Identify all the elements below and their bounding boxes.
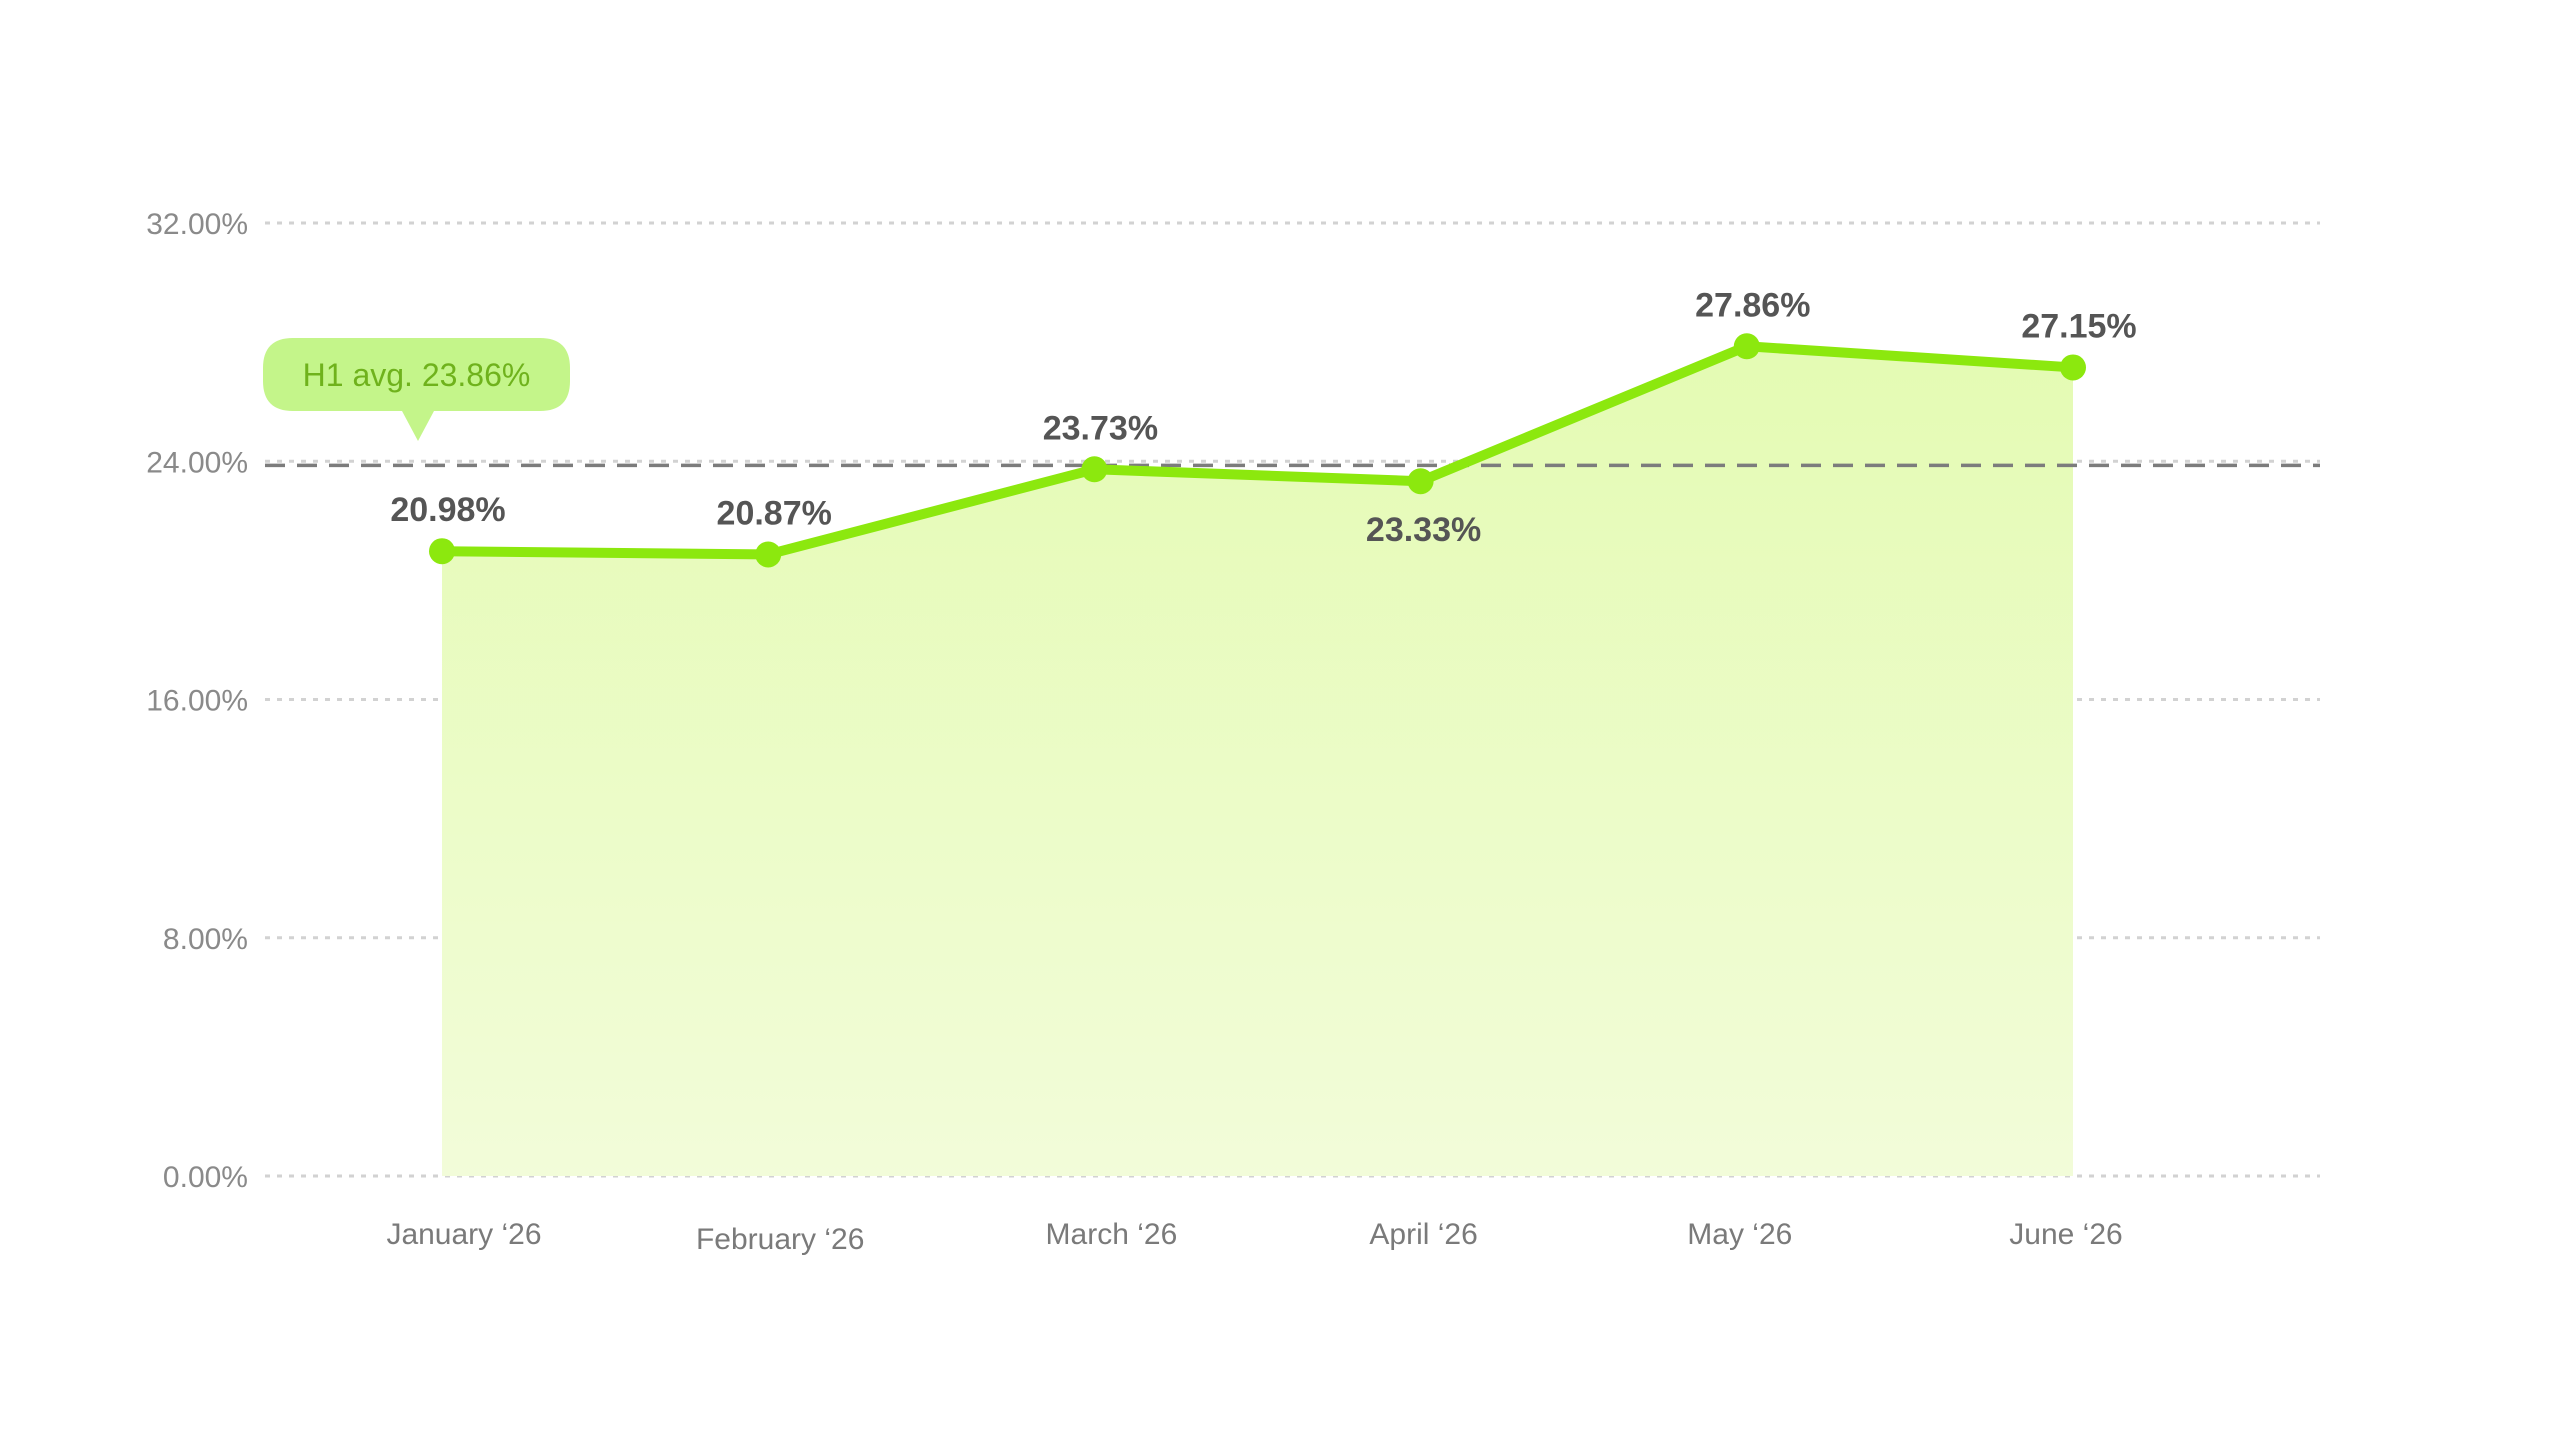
x-tick-label: April ‘26 bbox=[1369, 1218, 1477, 1251]
data-label: 23.73% bbox=[1043, 409, 1158, 447]
x-tick-label: February ‘26 bbox=[696, 1223, 864, 1256]
data-label: 23.33% bbox=[1366, 511, 1481, 549]
data-point[interactable] bbox=[755, 541, 782, 568]
data-point[interactable] bbox=[1733, 333, 1760, 360]
average-badge bbox=[263, 338, 570, 441]
area-fill bbox=[442, 346, 2073, 1176]
data-label-layer: 20.98% 20.87% 23.73% 23.33% 27.86% 27.15% bbox=[390, 286, 2136, 549]
x-tick-label: May ‘26 bbox=[1687, 1218, 1792, 1251]
y-tick-label: 8.00% bbox=[163, 923, 248, 956]
x-axis: January ‘26 February ‘26 March ‘26 April ‘2… bbox=[386, 1218, 2122, 1256]
x-tick-label: January ‘26 bbox=[386, 1218, 541, 1251]
series-layer bbox=[429, 333, 2086, 568]
y-tick-label: 16.00% bbox=[146, 685, 248, 718]
y-tick-label: 0.00% bbox=[163, 1161, 248, 1194]
area-layer bbox=[442, 346, 2073, 1176]
data-label: 27.86% bbox=[1695, 286, 1810, 324]
y-tick-label: 32.00% bbox=[146, 208, 248, 241]
data-point[interactable] bbox=[1081, 456, 1108, 483]
data-label: 27.15% bbox=[2021, 307, 2136, 345]
x-tick-label: June ‘26 bbox=[2009, 1218, 2122, 1251]
y-axis: 0.00% 8.00% 16.00% 24.00% 32.00% bbox=[146, 208, 248, 1194]
data-label: 20.87% bbox=[717, 494, 832, 532]
data-point[interactable] bbox=[2060, 354, 2086, 381]
average-label: H1 avg. 23.86% bbox=[303, 357, 531, 393]
data-point[interactable] bbox=[1407, 468, 1434, 495]
average-reference: H1 avg. 23.86% bbox=[263, 338, 2320, 468]
x-tick-label: March ‘26 bbox=[1046, 1218, 1178, 1251]
series-line bbox=[437, 341, 2078, 560]
y-tick-label: 24.00% bbox=[146, 446, 248, 479]
data-point[interactable] bbox=[429, 538, 455, 565]
data-label: 20.98% bbox=[390, 491, 505, 529]
